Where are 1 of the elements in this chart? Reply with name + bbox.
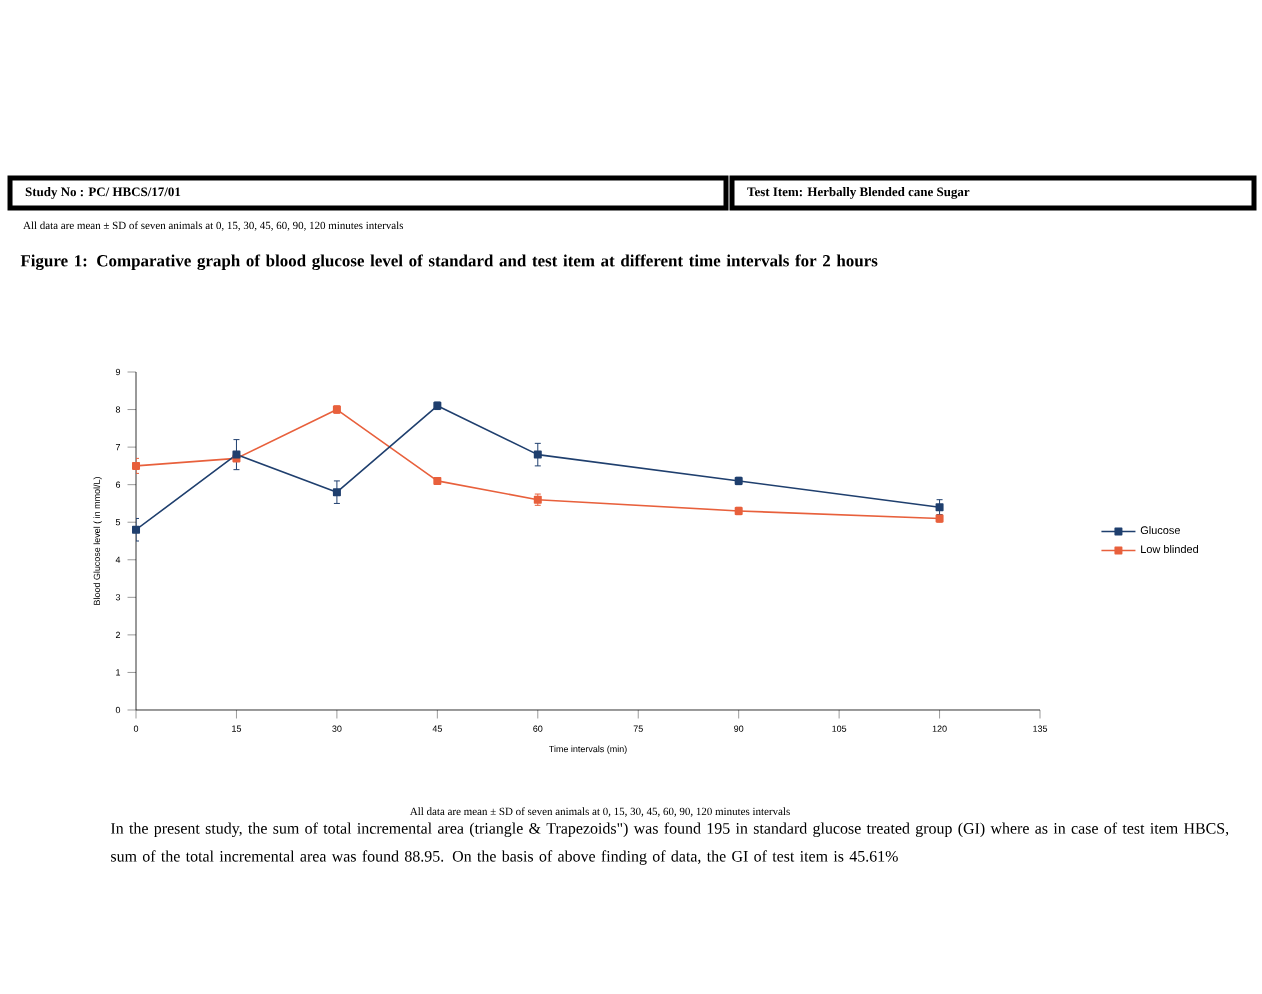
chart-title: Figure 1: Comparative graph of blood glucose level of standard and test item at different time intervals for 2 hours [20, 254, 878, 271]
